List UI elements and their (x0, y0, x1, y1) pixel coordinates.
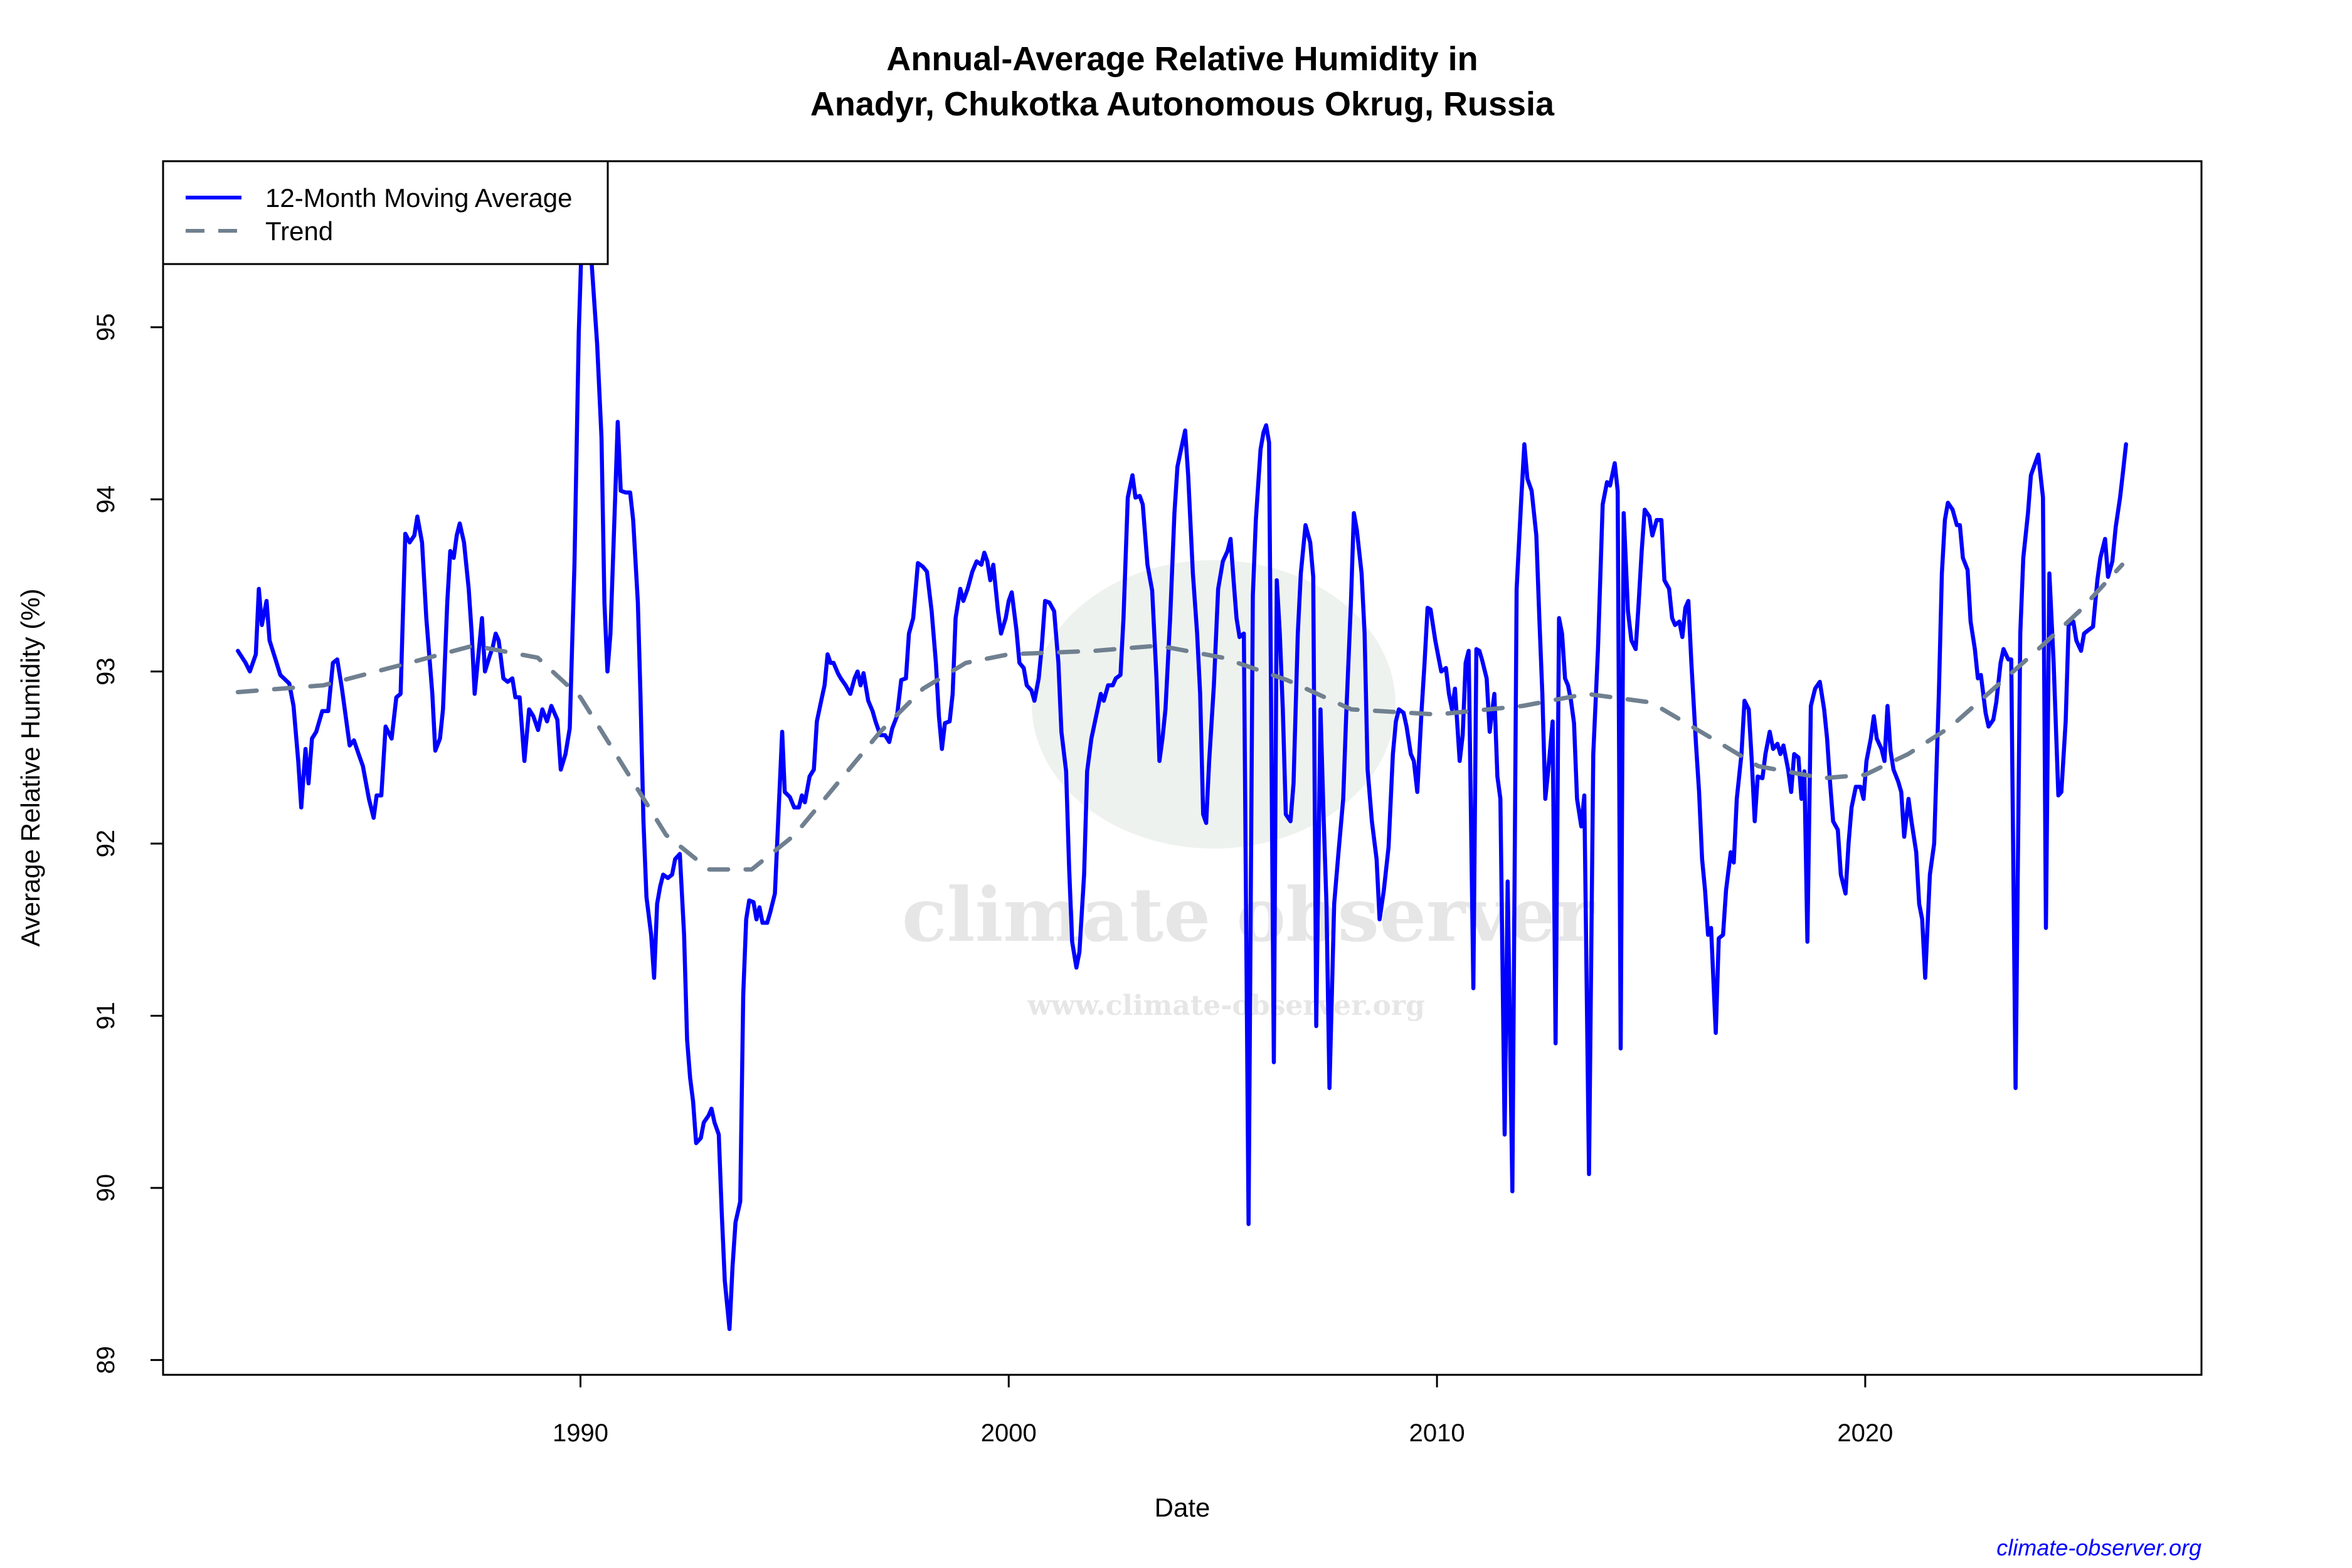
x-tick-label: 2010 (1409, 1419, 1465, 1447)
y-tick-label: 94 (92, 485, 120, 514)
x-axis: 1990 2000 2010 2020 (553, 1374, 1893, 1447)
x-tick-label: 2020 (1837, 1419, 1893, 1447)
legend-label-trend: Trend (265, 216, 333, 246)
legend-box (162, 160, 609, 265)
y-tick-label: 92 (92, 830, 120, 858)
watermark-url: www.climate-observer.org (1027, 990, 1425, 1022)
chart-title-line-1: Annual-Average Relative Humidity in (886, 40, 1478, 78)
moving-average-line (236, 170, 2128, 1332)
y-axis-label: Average Relative Humidity (%) (16, 588, 45, 946)
x-tick-label: 1990 (553, 1419, 608, 1447)
series-layer (235, 170, 2128, 1332)
trend-line (235, 562, 2125, 872)
x-tick-label: 2000 (981, 1419, 1037, 1447)
y-tick-label: 91 (92, 1002, 120, 1030)
legend-label-moving-average: 12-Month Moving Average (265, 183, 573, 213)
credit-link[interactable]: climate-observer.org (1996, 1535, 2201, 1560)
y-tick-label: 93 (92, 657, 120, 686)
y-tick-label: 89 (92, 1346, 120, 1374)
x-axis-label: Date (1155, 1493, 1210, 1522)
legend: 12-Month Moving Average Trend (162, 160, 609, 265)
y-axis: 89 90 91 92 93 94 95 (92, 313, 163, 1374)
chart-title-line-2: Anadyr, Chukotka Autonomous Okrug, Russi… (810, 85, 1555, 123)
y-tick-label: 90 (92, 1174, 120, 1202)
y-tick-label: 95 (92, 313, 120, 341)
